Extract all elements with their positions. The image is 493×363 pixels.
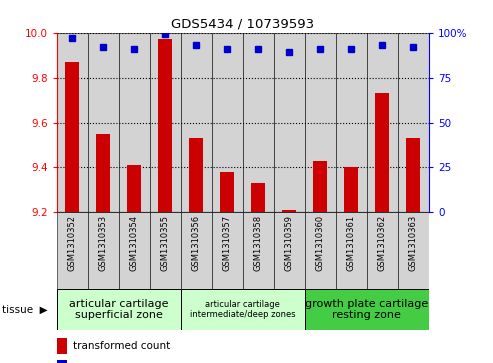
Text: GSM1310354: GSM1310354 <box>130 215 139 271</box>
Text: GSM1310352: GSM1310352 <box>68 215 77 271</box>
Bar <box>96 134 110 212</box>
Text: GSM1310363: GSM1310363 <box>409 215 418 271</box>
Text: GSM1310353: GSM1310353 <box>99 215 108 271</box>
Text: tissue  ▶: tissue ▶ <box>2 305 48 314</box>
Bar <box>150 212 181 289</box>
Title: GDS5434 / 10739593: GDS5434 / 10739593 <box>171 17 315 30</box>
Bar <box>181 289 305 330</box>
Bar <box>367 33 398 212</box>
Bar <box>57 33 88 212</box>
Bar <box>57 360 67 363</box>
Bar <box>243 212 274 289</box>
Bar <box>119 33 150 212</box>
Bar <box>88 212 119 289</box>
Bar <box>336 33 367 212</box>
Bar <box>274 33 305 212</box>
Bar <box>181 212 212 289</box>
Text: GSM1310359: GSM1310359 <box>285 215 294 271</box>
Bar <box>57 289 181 330</box>
Text: GSM1310361: GSM1310361 <box>347 215 356 271</box>
Bar <box>189 138 203 212</box>
Bar <box>282 210 296 212</box>
Bar <box>65 62 79 212</box>
Text: articular cartilage
intermediate/deep zones: articular cartilage intermediate/deep zo… <box>190 300 296 319</box>
Bar <box>367 212 398 289</box>
Bar <box>119 212 150 289</box>
Bar <box>274 212 305 289</box>
Bar <box>243 33 274 212</box>
Bar <box>220 172 234 212</box>
Text: growth plate cartilage
resting zone: growth plate cartilage resting zone <box>305 299 428 320</box>
Bar <box>88 33 119 212</box>
Bar <box>127 165 141 212</box>
Bar <box>398 212 429 289</box>
Text: GSM1310356: GSM1310356 <box>192 215 201 271</box>
Bar <box>314 161 327 212</box>
Text: GSM1310357: GSM1310357 <box>223 215 232 271</box>
Bar <box>345 167 358 212</box>
Bar <box>181 33 212 212</box>
Bar <box>305 212 336 289</box>
Text: transformed count: transformed count <box>73 341 171 351</box>
Bar <box>406 138 421 212</box>
Bar <box>57 212 88 289</box>
Bar <box>212 212 243 289</box>
Text: GSM1310362: GSM1310362 <box>378 215 387 271</box>
Bar <box>150 33 181 212</box>
Text: GSM1310360: GSM1310360 <box>316 215 325 271</box>
Text: GSM1310355: GSM1310355 <box>161 215 170 271</box>
Bar <box>305 289 429 330</box>
Bar <box>158 40 172 212</box>
Bar <box>336 212 367 289</box>
Bar <box>375 93 389 212</box>
Text: articular cartilage
superficial zone: articular cartilage superficial zone <box>69 299 169 320</box>
Bar <box>305 33 336 212</box>
Bar <box>251 183 265 212</box>
Bar <box>398 33 429 212</box>
Text: GSM1310358: GSM1310358 <box>254 215 263 271</box>
Bar <box>212 33 243 212</box>
Bar <box>57 338 67 354</box>
